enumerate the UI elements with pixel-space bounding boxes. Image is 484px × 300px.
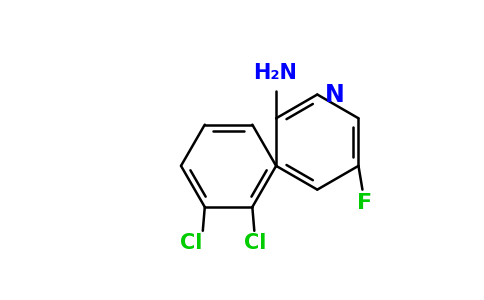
Text: N: N: [325, 82, 345, 106]
Text: F: F: [357, 193, 372, 213]
Text: Cl: Cl: [244, 233, 267, 253]
Text: H₂N: H₂N: [253, 63, 297, 82]
Text: Cl: Cl: [180, 233, 202, 253]
